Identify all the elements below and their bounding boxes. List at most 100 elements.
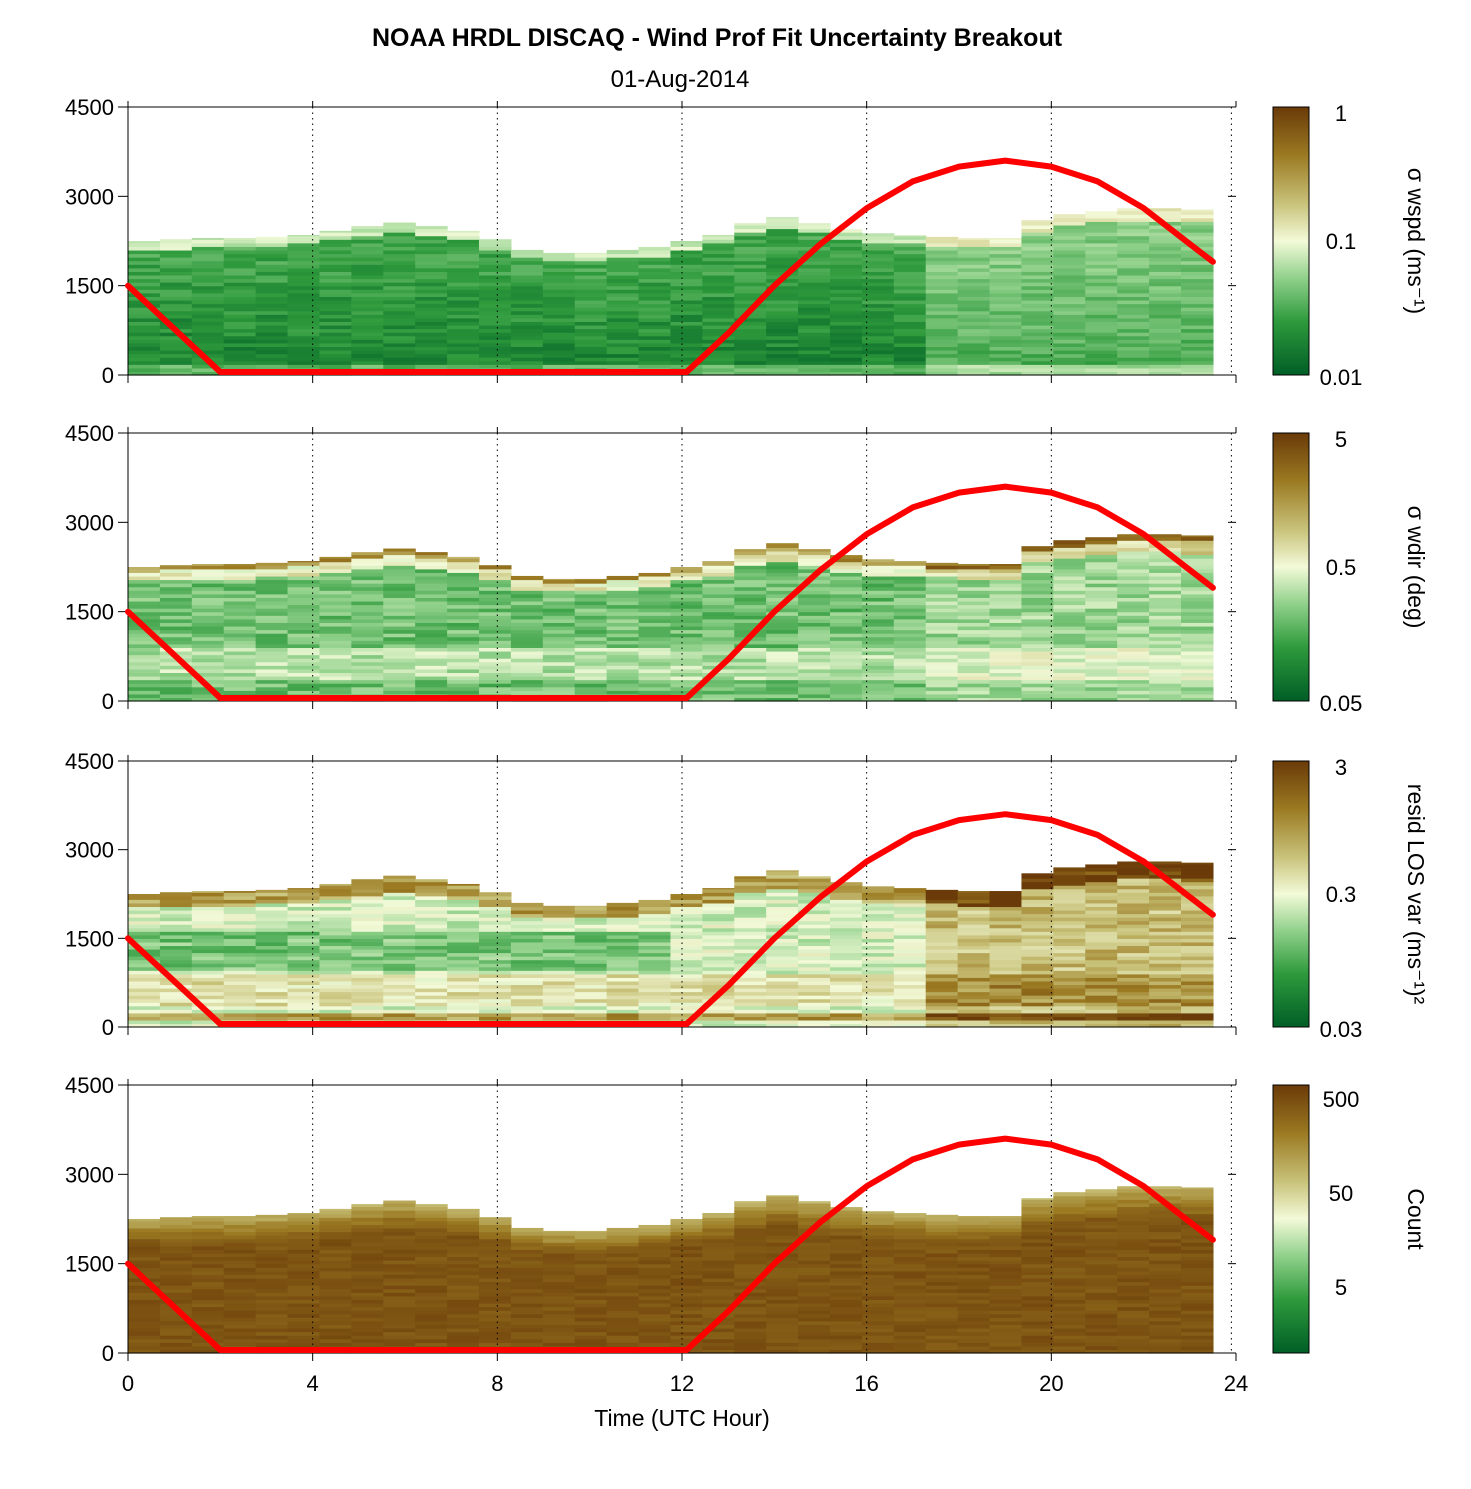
- heatmap-cell: [447, 349, 480, 355]
- heatmap-cell: [574, 1331, 608, 1336]
- colorbar-tick-label: 1: [1335, 101, 1347, 126]
- heatmap-cell: [957, 586, 991, 591]
- heatmap-cell: [638, 299, 672, 305]
- heatmap-cell: [861, 913, 895, 918]
- heatmap-cell: [766, 568, 799, 573]
- heatmap-cell: [191, 597, 225, 602]
- heatmap-cell: [734, 876, 767, 879]
- heatmap-cell: [638, 1274, 672, 1279]
- heatmap-cell: [415, 1267, 448, 1272]
- heatmap-cell: [415, 317, 448, 322]
- heatmap-cell: [415, 1320, 448, 1326]
- heatmap-cell: [1149, 342, 1182, 348]
- heatmap-cell: [351, 1320, 384, 1326]
- heatmap-cell: [191, 679, 225, 684]
- heatmap-cell: [830, 367, 863, 373]
- heatmap-cell: [574, 1306, 608, 1311]
- heatmap-cell: [574, 264, 608, 269]
- heatmap-cell: [223, 1002, 257, 1007]
- heatmap-cell: [510, 1267, 544, 1272]
- heatmap-cell: [638, 1327, 672, 1333]
- heatmap-cell: [1053, 924, 1086, 929]
- heatmap-cell: [925, 977, 959, 982]
- heatmap-cell: [1117, 568, 1150, 573]
- heatmap-cell: [223, 1327, 257, 1333]
- heatmap-cell: [159, 934, 193, 939]
- heatmap-cell: [734, 618, 767, 623]
- heatmap-cell: [1149, 934, 1182, 939]
- heatmap-cell: [1149, 575, 1182, 581]
- heatmap-cell: [128, 654, 161, 659]
- heatmap-cell: [191, 611, 225, 616]
- heatmap-cell: [479, 342, 512, 348]
- heatmap-cell: [510, 690, 544, 695]
- heatmap-cell: [1021, 220, 1054, 222]
- heatmap-cell: [1021, 697, 1054, 702]
- heatmap-cell: [670, 647, 703, 652]
- heatmap-cell: [479, 253, 512, 258]
- heatmap-cell: [159, 264, 193, 269]
- heatmap-cell: [383, 565, 416, 570]
- heatmap-cell: [319, 321, 352, 326]
- heatmap-cell: [223, 597, 257, 602]
- heatmap-cell: [415, 292, 448, 297]
- heatmap-cell: [830, 371, 863, 376]
- heatmap-cell: [1181, 543, 1214, 548]
- heatmap-cell: [670, 977, 703, 982]
- heatmap-cell: [893, 235, 927, 240]
- heatmap-cell: [925, 310, 959, 315]
- heatmap-cell: [479, 938, 512, 943]
- heatmap-cell: [223, 1292, 257, 1297]
- heatmap-cell: [415, 622, 448, 627]
- heatmap-cell: [159, 1019, 193, 1025]
- heatmap-cell: [1117, 289, 1150, 294]
- heatmap-cell: [638, 1320, 672, 1326]
- heatmap-cell: [798, 1012, 831, 1017]
- heatmap-cell: [1117, 878, 1150, 883]
- heatmap-cell: [255, 636, 289, 641]
- heatmap-cell: [383, 550, 416, 556]
- heatmap-cell: [638, 572, 672, 577]
- heatmap-cell: [351, 1245, 384, 1250]
- heatmap-cell: [830, 973, 863, 978]
- heatmap-cell: [1181, 561, 1214, 566]
- heatmap-cell: [606, 959, 640, 964]
- heatmap-cell: [1181, 1023, 1214, 1028]
- heatmap-cell: [830, 625, 863, 631]
- heatmap-cell: [128, 1313, 161, 1318]
- heatmap-cell: [542, 924, 576, 929]
- heatmap-cell: [734, 367, 767, 373]
- heatmap-cell: [510, 264, 544, 269]
- heatmap-cell: [510, 980, 544, 986]
- heatmap-cell: [351, 679, 384, 684]
- heatmap-cell: [893, 683, 927, 688]
- heatmap-cell: [989, 371, 1023, 376]
- heatmap-cell: [734, 346, 767, 351]
- heatmap-cell: [1181, 995, 1214, 1000]
- heatmap-cell: [989, 891, 1023, 893]
- heatmap-cell: [191, 640, 225, 645]
- heatmap-cell: [1085, 600, 1118, 606]
- heatmap-cell: [1181, 597, 1214, 602]
- heatmap-cell: [670, 349, 703, 355]
- heatmap-cell: [1053, 917, 1086, 922]
- heatmap-cell: [861, 618, 895, 623]
- heatmap-cell: [925, 357, 959, 362]
- heatmap-cell: [574, 282, 608, 287]
- heatmap-cell: [798, 980, 831, 986]
- heatmap-cell: [830, 597, 863, 602]
- heatmap-cell: [479, 686, 512, 691]
- heatmap-cell: [670, 661, 703, 666]
- heatmap-cell: [574, 1005, 608, 1010]
- heatmap-cell: [1181, 938, 1214, 943]
- heatmap-cell: [1053, 941, 1086, 947]
- heatmap-cell: [1181, 633, 1214, 638]
- heatmap-cell: [861, 264, 895, 269]
- heatmap-cell: [766, 640, 799, 645]
- heatmap-cell: [159, 357, 193, 362]
- heatmap-cell: [351, 346, 384, 351]
- heatmap-cell: [191, 920, 225, 925]
- heatmap-cell: [319, 1310, 352, 1315]
- heatmap-cell: [925, 349, 959, 355]
- heatmap-cell: [447, 1281, 480, 1286]
